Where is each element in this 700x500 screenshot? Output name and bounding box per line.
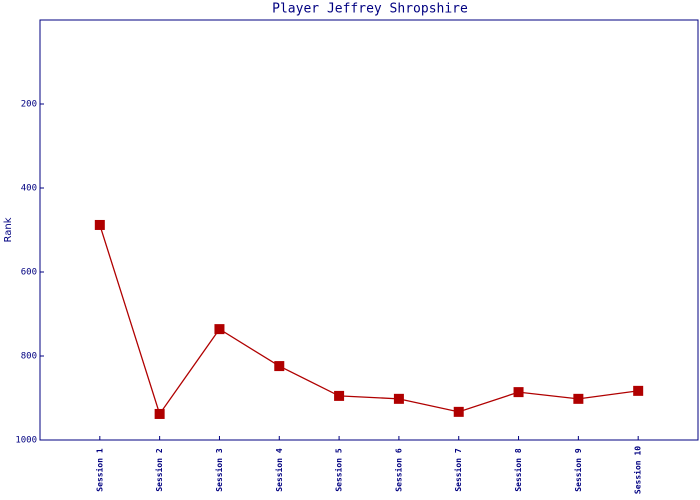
y-tick-label: 1000 <box>15 436 37 446</box>
x-tick-label: Session 9 <box>573 448 583 492</box>
point-marker <box>274 361 285 372</box>
x-tick-label: Session 1 <box>94 448 104 492</box>
y-axis-label: Rank <box>3 217 14 242</box>
point-marker <box>573 393 584 404</box>
x-tick-label: Session 5 <box>334 448 344 492</box>
point-marker <box>513 387 524 398</box>
point-marker <box>633 385 644 396</box>
point-marker <box>94 219 105 230</box>
y-tick-label: 800 <box>21 352 37 362</box>
y-tick-label: 600 <box>21 268 37 278</box>
x-tick-label: Session 4 <box>274 448 284 492</box>
point-marker <box>393 393 404 404</box>
plot-frame <box>39 19 699 441</box>
point-marker <box>154 408 165 419</box>
x-tick-label: Session 3 <box>214 448 224 492</box>
chart-title: Player Jeffrey Shropshire <box>272 2 468 17</box>
x-tick-label: Session 7 <box>453 448 463 492</box>
y-tick-label: 200 <box>21 100 37 110</box>
y-tick-label: 400 <box>21 184 37 194</box>
x-tick-label: Session 2 <box>154 448 164 492</box>
point-marker <box>214 324 225 335</box>
x-tick-label: Session 6 <box>393 448 403 492</box>
x-tick-label: Session 8 <box>513 448 523 492</box>
point-marker <box>334 390 345 401</box>
point-marker <box>453 406 464 417</box>
series-line <box>99 224 639 416</box>
x-tick-label: Session 10 <box>633 446 643 494</box>
